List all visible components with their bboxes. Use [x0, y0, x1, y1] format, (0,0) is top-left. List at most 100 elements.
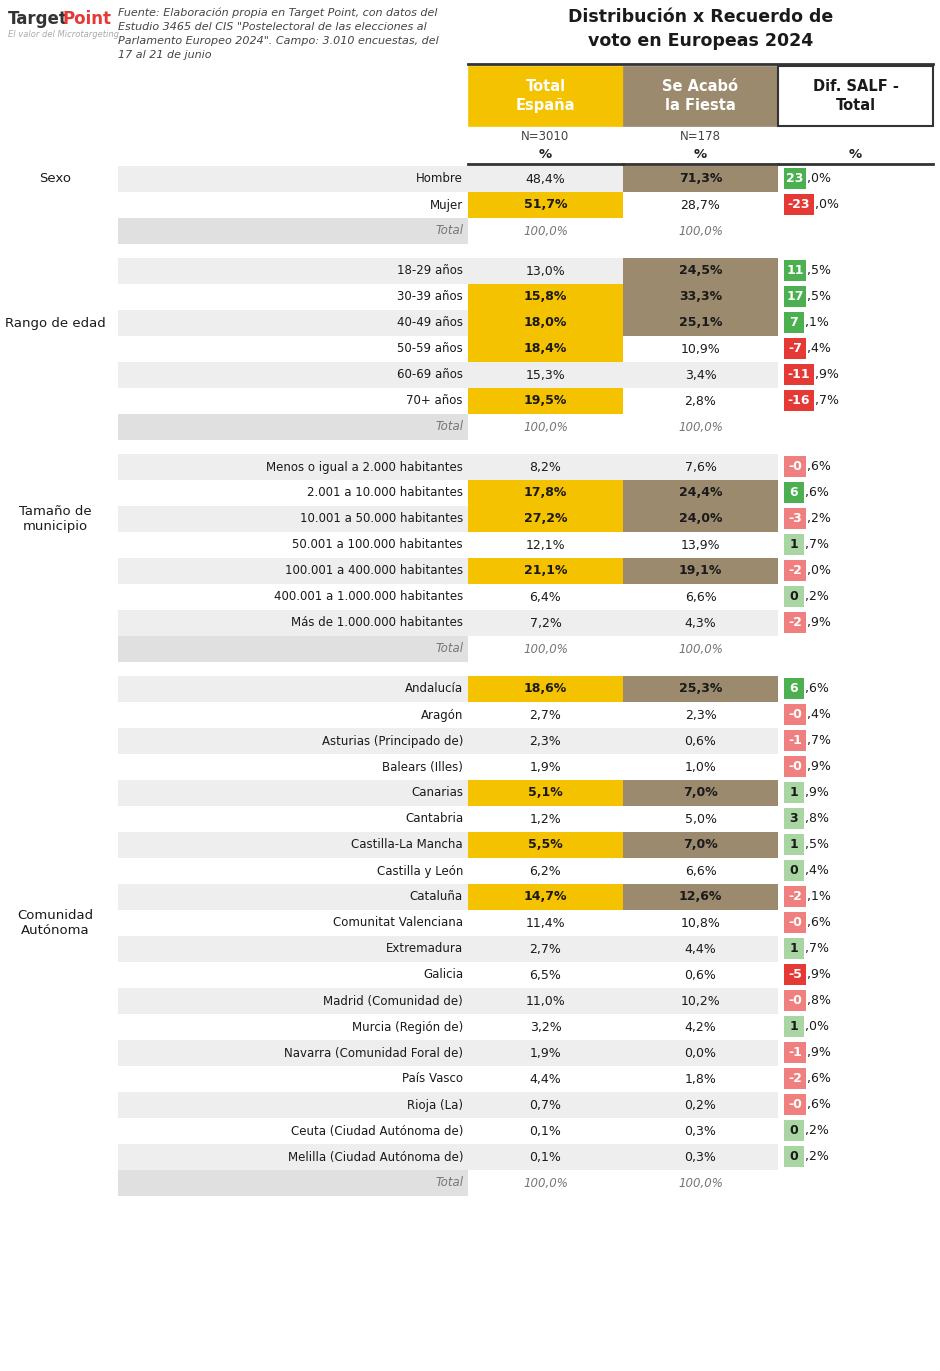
Bar [778, 66, 933, 126]
Text: Menos o igual a 2.000 habitantes: Menos o igual a 2.000 habitantes [266, 461, 463, 473]
Text: ,9%: ,9% [805, 786, 829, 799]
Text: Asturias (Principado de): Asturias (Principado de) [321, 735, 463, 747]
Text: Tamaño de
municipio: Tamaño de municipio [19, 505, 91, 533]
Text: -0: -0 [788, 916, 802, 930]
Text: Total: Total [435, 1176, 463, 1190]
Bar [623, 1067, 778, 1091]
Text: 7,0%: 7,0% [683, 787, 718, 799]
Text: 18,6%: 18,6% [524, 683, 567, 695]
Bar [468, 988, 623, 1015]
Bar [118, 1067, 468, 1091]
Bar [468, 480, 623, 506]
Text: 17: 17 [786, 291, 804, 303]
Bar [118, 258, 468, 284]
Text: 19,5%: 19,5% [524, 395, 567, 407]
Bar [784, 938, 804, 958]
Text: 8,2%: 8,2% [529, 461, 561, 473]
Bar [468, 962, 623, 988]
Text: ,9%: ,9% [807, 1046, 831, 1058]
Bar [468, 806, 623, 832]
Bar [468, 702, 623, 728]
Text: 2,3%: 2,3% [529, 735, 561, 747]
Text: 100,0%: 100,0% [523, 1176, 568, 1190]
Text: Sexo: Sexo [39, 173, 71, 185]
Text: 33,3%: 33,3% [679, 291, 722, 303]
Bar [784, 363, 814, 385]
Bar [784, 389, 814, 411]
Text: 60-69 años: 60-69 años [397, 369, 463, 381]
Bar [118, 532, 468, 558]
Text: Se Acabó
la Fiesta: Se Acabó la Fiesta [663, 80, 739, 112]
Bar [118, 884, 468, 910]
Text: 15,3%: 15,3% [525, 369, 565, 381]
Text: ,6%: ,6% [807, 1098, 831, 1111]
Text: 0,1%: 0,1% [529, 1124, 561, 1138]
Text: 5,1%: 5,1% [528, 787, 563, 799]
Text: 18,0%: 18,0% [524, 317, 567, 329]
Bar [118, 1091, 468, 1117]
Text: -1: -1 [788, 733, 802, 747]
Bar [784, 457, 806, 477]
Bar [784, 1120, 804, 1141]
Text: 27,2%: 27,2% [524, 513, 567, 525]
Text: -2: -2 [788, 563, 802, 577]
Text: ,1%: ,1% [805, 315, 829, 329]
Text: 1,0%: 1,0% [684, 761, 716, 773]
Text: -16: -16 [788, 393, 810, 407]
Text: 51,7%: 51,7% [524, 199, 567, 211]
Bar [118, 1169, 468, 1196]
Bar [468, 388, 623, 414]
Bar [118, 584, 468, 610]
Text: Canarias: Canarias [411, 787, 463, 799]
Bar [784, 808, 804, 829]
Bar [784, 339, 806, 359]
Text: %: % [849, 148, 862, 162]
Bar [118, 284, 468, 310]
Text: -5: -5 [788, 968, 802, 982]
Text: 0,2%: 0,2% [684, 1098, 716, 1112]
Bar [784, 834, 804, 856]
Text: Total: Total [435, 225, 463, 237]
Bar [468, 1143, 623, 1169]
Bar [623, 858, 778, 884]
Bar [623, 310, 778, 336]
Bar [623, 1015, 778, 1041]
Text: Melilla (Ciudad Autónoma de): Melilla (Ciudad Autónoma de) [288, 1150, 463, 1164]
Bar [623, 192, 778, 218]
Text: ,6%: ,6% [805, 485, 829, 499]
Text: -11: -11 [788, 367, 810, 381]
Text: Madrid (Comunidad de): Madrid (Comunidad de) [323, 994, 463, 1008]
Bar [623, 610, 778, 636]
Text: 100,0%: 100,0% [523, 643, 568, 655]
Bar [468, 936, 623, 962]
Text: 4,4%: 4,4% [529, 1072, 561, 1086]
Text: 10.001 a 50.000 habitantes: 10.001 a 50.000 habitantes [300, 513, 463, 525]
Bar [118, 636, 468, 662]
Text: 13,0%: 13,0% [525, 265, 565, 277]
Text: 28,7%: 28,7% [681, 199, 720, 211]
Text: -0: -0 [788, 461, 802, 473]
Bar [623, 258, 778, 284]
Text: -23: -23 [788, 197, 810, 211]
Text: 21,1%: 21,1% [524, 565, 567, 577]
Bar [118, 910, 468, 936]
Text: 11,4%: 11,4% [525, 916, 565, 930]
Text: 40-49 años: 40-49 años [397, 317, 463, 329]
Text: Galicia: Galicia [423, 968, 463, 982]
Bar [623, 1117, 778, 1143]
Text: 71,3%: 71,3% [679, 173, 722, 185]
Bar [623, 1143, 778, 1169]
Text: Mujer: Mujer [430, 199, 463, 211]
Bar [623, 780, 778, 806]
Bar [118, 310, 468, 336]
Bar [784, 964, 806, 984]
Bar [784, 483, 804, 503]
Text: -2: -2 [788, 1072, 802, 1084]
Bar [468, 310, 623, 336]
Bar [623, 962, 778, 988]
Bar [468, 584, 623, 610]
Bar [118, 1143, 468, 1169]
Bar [784, 509, 806, 529]
Text: 0: 0 [790, 864, 798, 877]
Text: ,4%: ,4% [807, 707, 831, 721]
